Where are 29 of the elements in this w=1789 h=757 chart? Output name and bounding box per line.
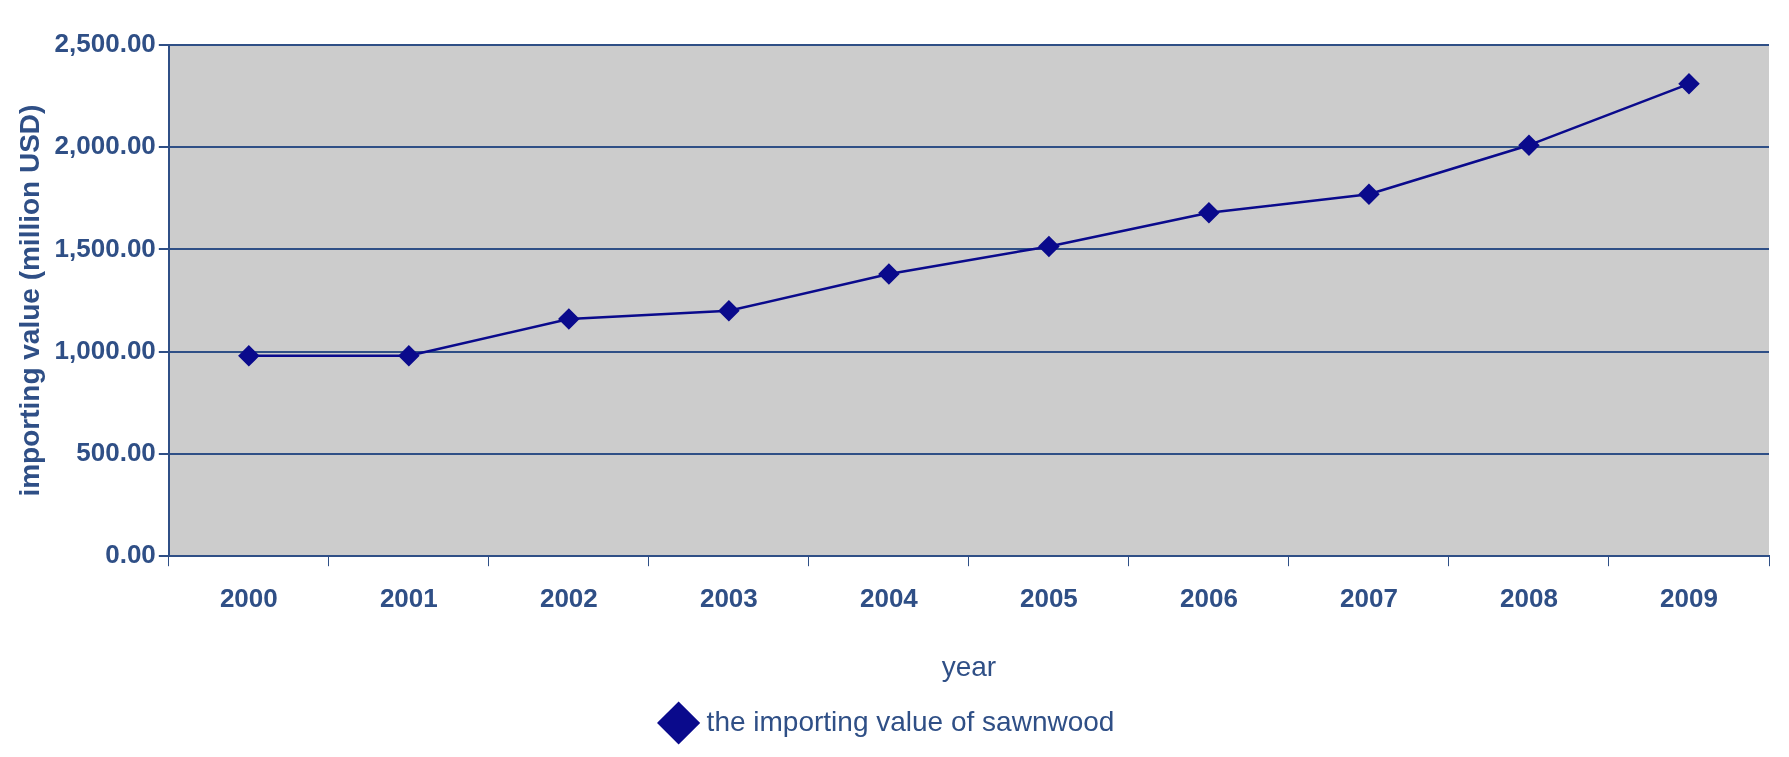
point bbox=[558, 308, 580, 330]
point bbox=[1198, 202, 1220, 223]
y-tick-label: 2,000.00 bbox=[54, 130, 156, 161]
y-axis-title: importing value (million USD) bbox=[13, 104, 45, 497]
point bbox=[878, 263, 900, 285]
y-tick-label: 1,500.00 bbox=[54, 232, 156, 263]
y-tick-label: 0.00 bbox=[105, 539, 156, 570]
point bbox=[718, 300, 740, 322]
point bbox=[398, 345, 420, 367]
x-tick-label: 2003 bbox=[699, 582, 758, 613]
x-axis-title: year bbox=[941, 650, 997, 682]
point bbox=[1678, 73, 1700, 95]
x-tick-label: 2004 bbox=[859, 582, 919, 613]
x-tick-label: 2006 bbox=[1180, 582, 1238, 613]
x-tick-label: 2000 bbox=[219, 582, 278, 613]
point bbox=[1038, 236, 1060, 257]
x-tick-label: 2005 bbox=[1019, 582, 1078, 613]
x-tick-label: 2002 bbox=[539, 582, 598, 613]
x-tick-label: 2008 bbox=[1500, 582, 1558, 613]
x-tick-label: 2007 bbox=[1340, 582, 1398, 613]
y-tick-label: 1,000.00 bbox=[54, 334, 156, 365]
y-tick-label: 500.00 bbox=[76, 437, 156, 468]
x-tick-label: 2001 bbox=[379, 582, 438, 613]
legend-label: the importing value of sawnwood bbox=[706, 705, 1115, 737]
point bbox=[1518, 134, 1540, 156]
point bbox=[238, 345, 260, 367]
point bbox=[1358, 184, 1380, 205]
x-tick-label: 2009 bbox=[1660, 582, 1718, 613]
y-tick-label: 2,500.00 bbox=[54, 28, 156, 59]
